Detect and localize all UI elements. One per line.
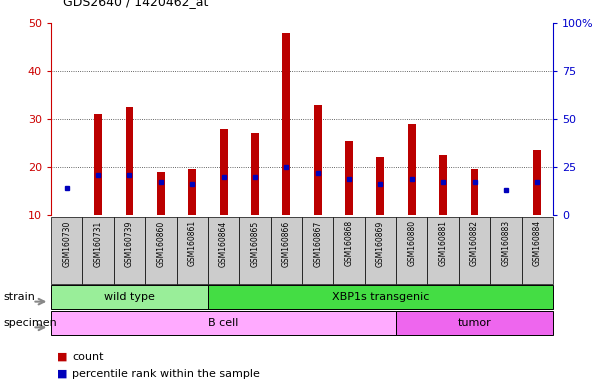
- Bar: [51, 217, 82, 284]
- Text: GSM160884: GSM160884: [532, 220, 542, 266]
- Bar: [427, 217, 459, 284]
- Bar: [157, 172, 165, 215]
- Bar: [114, 217, 145, 284]
- Bar: [208, 217, 239, 284]
- Text: GSM160739: GSM160739: [125, 220, 134, 267]
- Text: GSM160865: GSM160865: [251, 220, 260, 266]
- Text: GSM160730: GSM160730: [63, 220, 72, 267]
- Bar: [126, 107, 133, 215]
- Bar: [334, 217, 365, 284]
- Text: GSM160880: GSM160880: [407, 220, 416, 266]
- Text: GSM160868: GSM160868: [344, 220, 353, 266]
- Text: GSM160869: GSM160869: [376, 220, 385, 266]
- Bar: [490, 217, 522, 284]
- Bar: [94, 114, 102, 215]
- Text: GSM160864: GSM160864: [219, 220, 228, 266]
- Bar: [51, 285, 208, 310]
- Text: ■: ■: [57, 352, 67, 362]
- Bar: [396, 217, 427, 284]
- Text: percentile rank within the sample: percentile rank within the sample: [72, 369, 260, 379]
- Text: GSM160881: GSM160881: [439, 220, 448, 266]
- Text: GSM160867: GSM160867: [313, 220, 322, 266]
- Bar: [177, 217, 208, 284]
- Bar: [459, 217, 490, 284]
- Bar: [533, 150, 541, 215]
- Text: GSM160883: GSM160883: [501, 220, 510, 266]
- Text: wild type: wild type: [104, 292, 155, 303]
- Bar: [314, 104, 322, 215]
- Text: GSM160861: GSM160861: [188, 220, 197, 266]
- Bar: [396, 311, 553, 335]
- Text: XBP1s transgenic: XBP1s transgenic: [332, 292, 429, 303]
- Text: GSM160731: GSM160731: [94, 220, 103, 266]
- Bar: [302, 217, 334, 284]
- Bar: [270, 217, 302, 284]
- Bar: [439, 155, 447, 215]
- Bar: [220, 129, 228, 215]
- Bar: [471, 169, 478, 215]
- Bar: [282, 33, 290, 215]
- Text: ■: ■: [57, 369, 67, 379]
- Bar: [145, 217, 177, 284]
- Bar: [522, 217, 553, 284]
- Text: B cell: B cell: [209, 318, 239, 328]
- Text: GSM160866: GSM160866: [282, 220, 291, 266]
- Bar: [365, 217, 396, 284]
- Text: count: count: [72, 352, 103, 362]
- Bar: [345, 141, 353, 215]
- Text: GSM160860: GSM160860: [156, 220, 165, 266]
- Text: GSM160882: GSM160882: [470, 220, 479, 266]
- Bar: [188, 169, 196, 215]
- Bar: [51, 311, 396, 335]
- Bar: [376, 157, 384, 215]
- Text: strain: strain: [3, 292, 35, 303]
- Bar: [82, 217, 114, 284]
- Text: specimen: specimen: [3, 318, 56, 328]
- Bar: [251, 134, 259, 215]
- Text: GDS2640 / 1420462_at: GDS2640 / 1420462_at: [63, 0, 209, 8]
- Bar: [208, 285, 553, 310]
- Bar: [239, 217, 270, 284]
- Text: tumor: tumor: [457, 318, 492, 328]
- Bar: [408, 124, 416, 215]
